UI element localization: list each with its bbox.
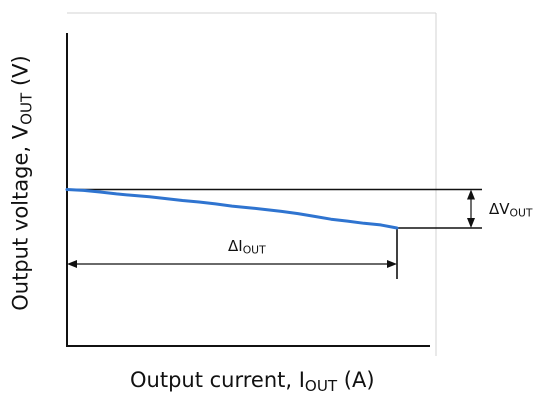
delta-i-label: ΔIOUT	[228, 237, 266, 257]
x-axis-label: Output current, IOUT (A)	[130, 368, 375, 395]
x-axis-label-suffix: (A)	[337, 368, 375, 392]
x-axis-label-subscript: OUT	[304, 376, 338, 395]
x-axis-label-prefix: Output current, I	[130, 368, 305, 392]
delta-v-arrowhead-bottom	[467, 217, 475, 228]
output-voltage-series-line	[65, 188, 399, 230]
y-axis-label-suffix: (V)	[8, 55, 33, 93]
delta-v-label-subscript: OUT	[509, 206, 533, 220]
delta-v-arrowhead-top	[467, 189, 475, 200]
delta-i-arrowhead-left	[67, 260, 77, 268]
y-axis-label-prefix: Output voltage, V	[8, 124, 33, 311]
delta-v-label: ΔVOUT	[489, 200, 533, 220]
delta-i-label-subscript: OUT	[242, 243, 266, 257]
delta-i-arrowhead-right	[387, 260, 397, 268]
y-axis-label: Output voltage, VOUT (V)	[9, 55, 36, 310]
delta-v-label-prefix: ΔV	[489, 200, 510, 218]
y-axis-label-subscript: OUT	[17, 92, 36, 125]
delta-i-label-prefix: ΔI	[228, 237, 243, 255]
